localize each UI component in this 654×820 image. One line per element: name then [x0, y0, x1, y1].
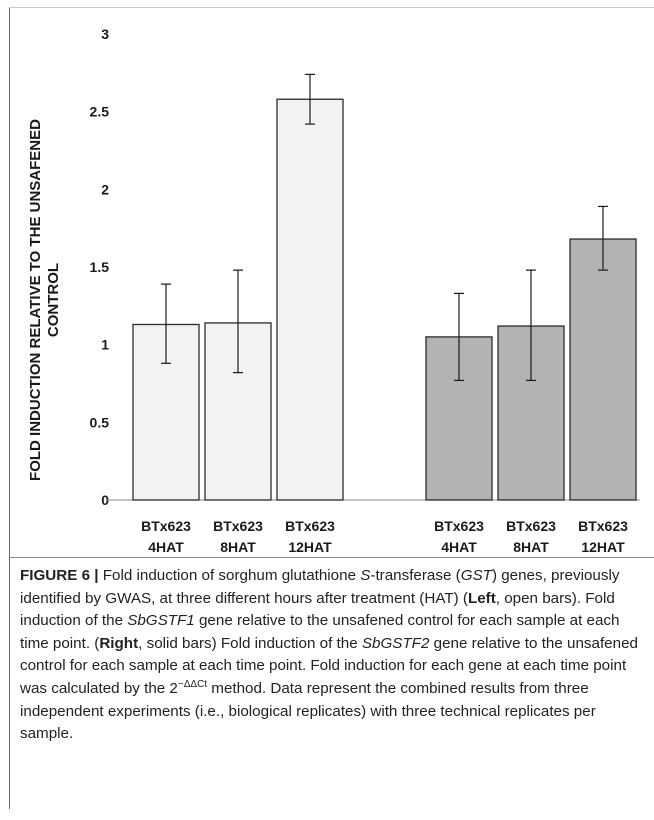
- x-category-label-line-1: BTx623: [578, 518, 628, 534]
- y-tick-label: 3: [101, 26, 109, 42]
- caption-body: Fold induction of sorghum glutathione S-…: [20, 567, 638, 742]
- y-tick-label: 0: [101, 492, 109, 508]
- caption-divider: [9, 557, 654, 558]
- caption-segment: , open bars). Fold induction of the: [20, 589, 615, 630]
- x-category-label-line-1: BTx623: [434, 518, 484, 534]
- x-category-label-line-2: 8HAT: [513, 539, 549, 555]
- y-axis-title-line-2: CONTROL: [45, 263, 62, 337]
- x-axis-category-labels: BTx623 4HAT BTx623 8HAT BTx623 12HAT BTx623 4HA…: [141, 518, 628, 555]
- x-category-label-line-2: 8HAT: [220, 539, 256, 555]
- caption-segment: ) genes, previously identified by GWAS, …: [20, 567, 620, 607]
- bar-chart: FOLD INDUCTION RELATIVE TO THE UNSAFENED…: [27, 26, 640, 555]
- bar-series: [132, 98, 637, 501]
- x-category-label-line-1: BTx623: [213, 518, 263, 534]
- error-bar-SbGSTF2-12HAT: [598, 205, 608, 271]
- x-category-label-line-2: 12HAT: [288, 539, 332, 555]
- caption-segment: gene relative to the unsafened control f…: [20, 612, 620, 652]
- y-tick-label: 2: [101, 181, 109, 197]
- figure-top-rule: [9, 7, 654, 8]
- error-bar-SbGSTF1-4HAT: [161, 283, 171, 364]
- figure-label: FIGURE 6 |: [20, 567, 99, 584]
- y-tick-label: 2.5: [90, 104, 110, 120]
- caption-segment: −ΔΔCt: [177, 678, 208, 690]
- y-axis-ticks: 0 0.5 1 1.5 2 2.5 3: [90, 26, 110, 508]
- error-bar-SbGSTF1-12HAT: [305, 73, 315, 125]
- y-tick-label: 1: [101, 337, 109, 353]
- error-bars: [161, 73, 608, 381]
- y-axis-title-line-1: FOLD INDUCTION RELATIVE TO THE UNSAFENED: [27, 119, 44, 481]
- figure-caption: FIGURE 6 | Fold induction of sorghum glu…: [20, 565, 644, 746]
- error-bar-SbGSTF2-4HAT: [454, 292, 464, 381]
- error-bar-SbGSTF1-8HAT: [233, 269, 243, 374]
- x-category-label-line-2: 12HAT: [581, 539, 625, 555]
- caption-segment: Right: [99, 634, 139, 652]
- y-tick-label: 0.5: [90, 414, 110, 430]
- x-category-label-line-2: 4HAT: [441, 539, 477, 555]
- caption-segment: SbGSTF1: [127, 612, 195, 630]
- caption-segment: , solid bars) Fold induction of the: [138, 634, 362, 652]
- caption-segment: GST: [460, 567, 492, 584]
- caption-segment: Fold induction of sorghum glutathione: [98, 567, 361, 584]
- caption-segment: S: [360, 567, 371, 584]
- caption-segment: SbGSTF2: [361, 634, 430, 652]
- x-category-label-line-1: BTx623: [285, 518, 335, 534]
- caption-segment: -transferase (: [370, 567, 461, 584]
- figure-frame: [9, 7, 646, 809]
- y-tick-label: 1.5: [90, 259, 110, 275]
- x-category-label-line-1: BTx623: [141, 518, 191, 534]
- x-category-label-line-1: BTx623: [506, 518, 556, 534]
- error-bar-SbGSTF2-8HAT: [526, 269, 536, 381]
- bar-SbGSTF1-12HAT: [276, 98, 344, 501]
- x-category-label-line-2: 4HAT: [148, 539, 184, 555]
- caption-segment: Left: [467, 589, 496, 607]
- caption-segment: method. Data represent the combined resu…: [20, 679, 596, 743]
- bar-SbGSTF2-12HAT: [569, 238, 637, 501]
- caption-segment: gene relative to the unsafened control f…: [20, 634, 638, 697]
- y-axis-title: FOLD INDUCTION RELATIVE TO THE UNSAFENED…: [27, 119, 62, 481]
